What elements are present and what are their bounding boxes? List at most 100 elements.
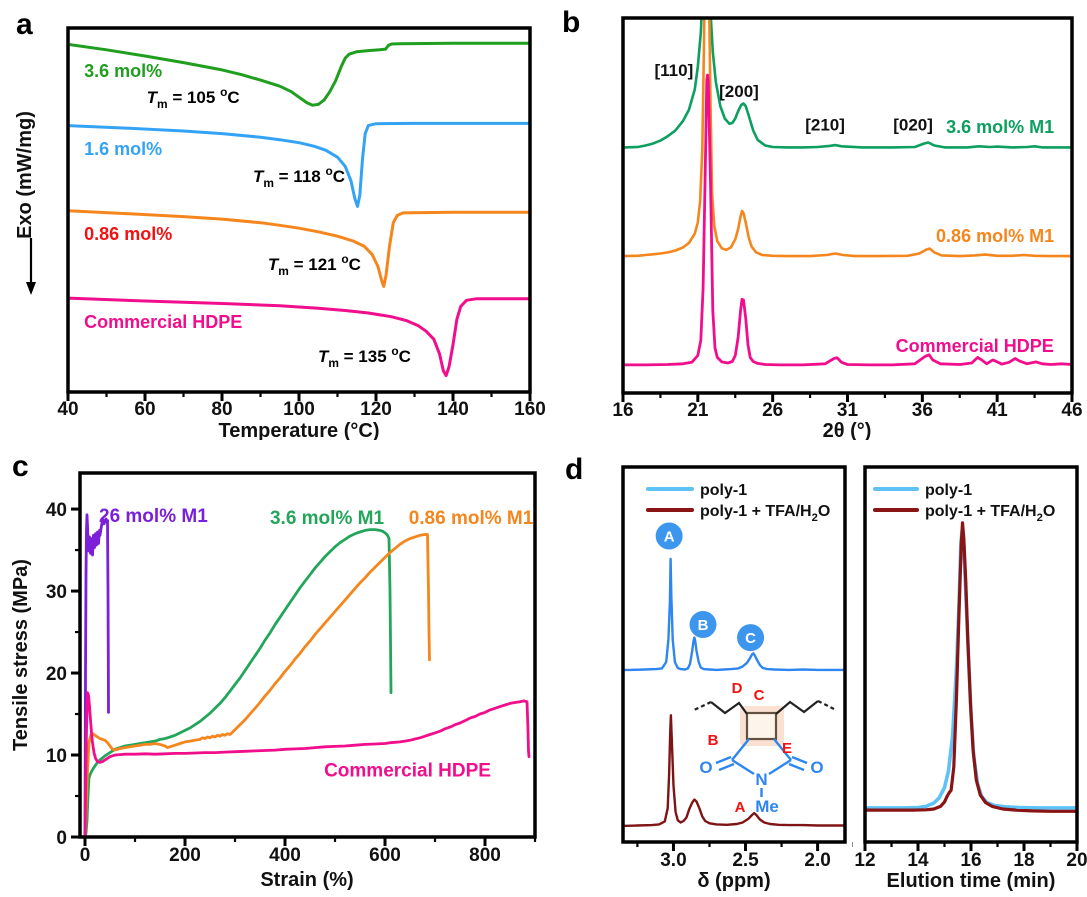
series-poly-1	[623, 557, 845, 672]
annotation-text: Commercial HDPE	[84, 312, 242, 332]
polymer-chain-right-end	[817, 700, 835, 710]
gpc-plot-frame	[863, 465, 1079, 844]
x-tick-label: 2.0	[804, 850, 830, 871]
x-tick-label: 120	[360, 399, 392, 420]
nitrogen-label: N	[755, 770, 767, 789]
stress-strain-chart: 0 200 400 600 800 0 10 20 30 40 Strain (%) Tensile …	[10, 471, 537, 891]
x-tick-label: 18	[1013, 850, 1034, 871]
x-axis-title: Elution time (min)	[887, 870, 1056, 892]
annotation-text: Tm = 135 oC	[318, 344, 411, 370]
x-tick-label: 60	[134, 399, 155, 420]
y-tick-label: 30	[46, 582, 67, 603]
annotation-text: [020]	[893, 116, 933, 135]
series-poly-1 + TFA/H2O	[865, 521, 1077, 813]
nmr-plot-frame	[621, 465, 847, 844]
chemical-structure: O O N Me D C B E A	[693, 680, 835, 816]
x-tick-label: 16	[960, 850, 981, 871]
xrd-series-group	[623, 18, 1072, 367]
x-tick-label: 400	[269, 845, 301, 866]
series-Commercial HDPE	[68, 296, 530, 378]
nmr-series-group	[623, 557, 845, 828]
peak-marker-letter: A	[664, 529, 675, 546]
x-tick-label: 40	[57, 399, 78, 420]
annotation-text: 1.6 mol%	[84, 139, 162, 159]
proton-a-label: A	[735, 799, 746, 816]
series-Commercial HDPE	[83, 691, 531, 837]
panel-letter-c: c	[12, 450, 29, 483]
y-axis-title: Exo (mW/mg)	[14, 111, 36, 239]
polymer-chain-right	[775, 700, 819, 715]
x-axis-title: Temperature (°C)	[219, 420, 380, 440]
legend-label: poly-1	[700, 482, 747, 499]
imide-ring-bonds	[715, 738, 808, 797]
panel-letter-d: d	[565, 453, 584, 486]
peak-marker-letter: C	[745, 630, 756, 647]
annotation-text: Tm = 105 oC	[147, 85, 240, 111]
peak-marker-circle	[655, 522, 683, 550]
x-tick-label: 41	[987, 400, 1009, 421]
oxygen-right-label: O	[810, 758, 823, 777]
polymer-chain-left	[710, 701, 748, 715]
series-3.6 mol% M1	[623, 18, 1072, 149]
proton-c-label: C	[754, 687, 765, 704]
gpc-series-group	[865, 521, 1077, 813]
x-tick-label: 3.0	[660, 850, 686, 871]
x-tick-label: 16	[612, 400, 633, 421]
x-axis-title: Strain (%)	[260, 869, 353, 891]
tensile-plot-frame	[78, 471, 537, 839]
methyl-label: Me	[755, 797, 779, 816]
x-tick-label: 600	[369, 845, 401, 866]
nmr-chart: O O N Me D C B E A 3.0 2.5 2.0 δ (ppm) A B Cpo…	[621, 465, 853, 892]
x-tick-label: 36	[912, 400, 933, 421]
annotation-text: [200]	[719, 82, 759, 101]
series-poly-1	[865, 528, 1077, 810]
peak-marker-circle	[689, 611, 717, 638]
panel-letter-b: b	[562, 6, 581, 39]
cyclobutane-ring	[745, 711, 778, 741]
x-tick-label: 14	[907, 850, 929, 871]
series-0.86 mol% M1	[623, 18, 1072, 258]
annotation-text: Commercial HDPE	[896, 336, 1054, 356]
peak-marker-letter: B	[698, 617, 709, 634]
polymer-chain-left-end	[693, 701, 712, 711]
series-3.6 mol%	[68, 41, 530, 107]
tensile-series-group	[83, 513, 531, 837]
annotation-text: [110]	[655, 61, 694, 80]
dsc-series-group	[68, 41, 530, 378]
x-tick-label: 140	[437, 399, 469, 420]
x-tick-label: 12	[854, 850, 875, 871]
annotation-text: [210]	[805, 116, 845, 135]
annotation-text: 3.6 mol% M1	[270, 508, 384, 529]
x-tick-label: 31	[837, 400, 859, 421]
annotation-text: 0.86 mol%	[84, 224, 172, 244]
annotation-text: 26 mol% M1	[99, 506, 208, 527]
x-tick-label: 0	[80, 845, 91, 866]
peak-marker-circle	[737, 624, 765, 652]
x-tick-label: 160	[514, 399, 545, 420]
legend-label: poly-1 + TFA/H2O	[700, 503, 830, 524]
x-tick-label: 46	[1061, 400, 1082, 421]
x-axis-title: 2θ (°)	[823, 420, 872, 440]
x-tick-label: 26	[762, 400, 783, 421]
x-tick-label: 80	[211, 399, 232, 420]
series-poly-1 + TFA/H2O	[623, 714, 845, 828]
y-tick-label: 10	[46, 746, 67, 767]
y-tick-label: 0	[56, 828, 67, 849]
annotation-text: Tm = 121 oC	[268, 252, 361, 278]
panel-letter-a: a	[16, 8, 33, 41]
dsc-chart: 40 60 80 100 120 140 160 Temperature (°C) Exo (m…	[14, 26, 545, 440]
x-tick-label: 100	[283, 399, 315, 420]
annotation-text: 0.86 mol% M1	[409, 508, 534, 529]
x-tick-label: 200	[169, 845, 201, 866]
y-tick-label: 20	[46, 664, 67, 685]
annotation-text: 0.86 mol% M1	[936, 226, 1054, 246]
y-axis-title: Tensile stress (MPa)	[10, 559, 32, 751]
annotation-text: Tm = 118 oC	[253, 164, 345, 190]
x-tick-label: 21	[687, 400, 709, 421]
exo-arrowhead	[26, 282, 36, 295]
oxygen-left-label: O	[699, 758, 712, 777]
series-3.6 mol% M1	[83, 528, 393, 837]
xrd-chart: 16 21 26 31 36 41 46 2θ (°) [110] [200] [210] [020]…	[612, 16, 1083, 440]
series-1.6 mol%	[68, 121, 530, 208]
